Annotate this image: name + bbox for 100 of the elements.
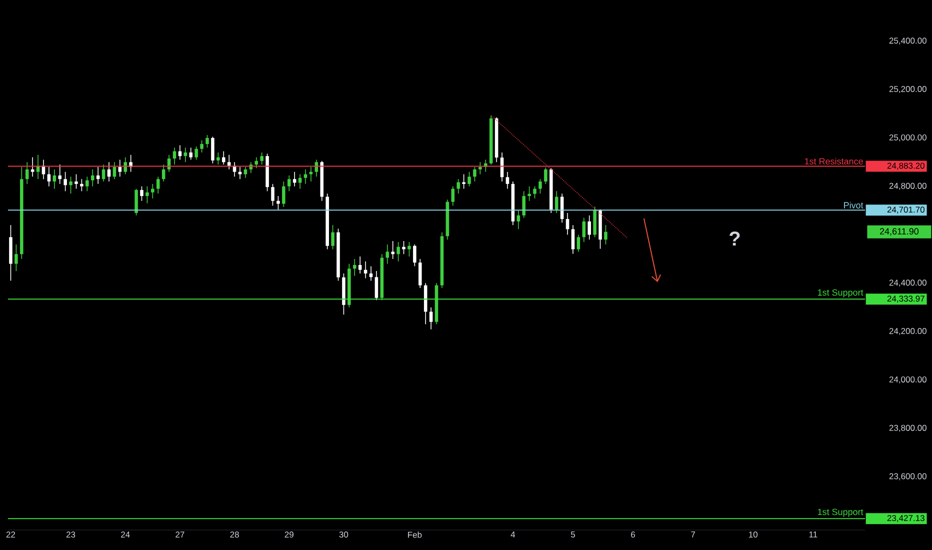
y-tick-label: 25,000.00 — [889, 134, 926, 142]
x-tick-label: 5 — [570, 532, 575, 538]
x-tick-label: 28 — [230, 532, 239, 538]
candlestick — [408, 242, 411, 257]
y-tick-label: 24,400.00 — [889, 280, 926, 287]
candlestick — [86, 176, 89, 192]
candlestick — [473, 166, 476, 182]
candlestick — [604, 224, 608, 245]
candlestick — [74, 174, 78, 190]
ref-line-label: 1st Support — [818, 289, 864, 298]
x-tick-label: 22 — [6, 532, 16, 538]
candlestick — [413, 244, 416, 267]
candlestick — [544, 167, 548, 184]
candlestick — [140, 186, 144, 202]
candlestick — [200, 140, 204, 153]
candlestick — [58, 164, 62, 184]
candlestick — [451, 186, 455, 206]
candlestick — [189, 147, 193, 160]
y-tick-label: 25,200.00 — [889, 86, 926, 94]
y-tick-label: 23,600.00 — [889, 473, 926, 480]
x-tick-label: 10 — [749, 532, 758, 538]
candlestick — [216, 152, 220, 165]
y-tick-label: 24,701.70 — [887, 206, 924, 214]
candlestick — [582, 217, 586, 242]
candlestick — [391, 240, 394, 260]
x-tick-label: 7 — [691, 532, 695, 538]
candlestick — [271, 184, 274, 206]
x-tick-label: 4 — [510, 532, 516, 538]
y-tick-label: 23,800.00 — [889, 424, 926, 432]
candlestick — [64, 171, 67, 192]
y-tick-label: 24,333.97 — [887, 296, 924, 303]
candlestick — [52, 169, 56, 190]
x-tick-label: 6 — [631, 532, 636, 538]
candlestick — [156, 176, 160, 194]
candlestick — [90, 169, 94, 187]
x-tick-label: 30 — [339, 532, 348, 538]
candlestick — [151, 184, 154, 199]
candlestick — [418, 258, 422, 288]
x-tick-label: Feb — [408, 532, 422, 538]
candlestick — [571, 224, 575, 254]
candlestick — [522, 190, 526, 218]
candlestick — [47, 166, 51, 187]
text: 24,611.90 — [880, 228, 919, 236]
candlestick — [566, 212, 570, 236]
candlestick — [462, 174, 466, 190]
candlestick — [331, 224, 334, 250]
y-tick-label: 24,800.00 — [889, 182, 926, 190]
x-tick-label: 27 — [176, 532, 184, 538]
candlestick — [396, 242, 400, 262]
x-tick-label: 11 — [809, 532, 818, 538]
candlestick — [222, 150, 226, 165]
candlestick — [282, 181, 286, 208]
candlestick — [254, 156, 258, 169]
x-tick-label: 24 — [121, 532, 130, 538]
candlestick — [102, 164, 106, 182]
candlestick — [194, 146, 198, 160]
candlestick — [429, 306, 433, 330]
candlestick — [456, 178, 460, 194]
ref-line-label: 1st Resistance — [804, 158, 863, 165]
y-tick-label: 24,000.00 — [889, 376, 926, 384]
candlestick — [162, 164, 166, 182]
candlestick — [386, 244, 390, 264]
candlestick — [276, 196, 280, 210]
candlestick — [25, 162, 29, 184]
candlestick — [516, 210, 520, 230]
candlestick — [402, 240, 406, 255]
candlestick — [478, 162, 482, 175]
candlestick — [118, 159, 122, 178]
y-tick-label: 23,427.13 — [887, 515, 924, 522]
x-tick-label: 23 — [66, 532, 76, 538]
x-tick-label: 29 — [284, 532, 294, 538]
candlestick — [358, 256, 362, 274]
annotation: ? — [730, 232, 740, 246]
candlestick — [533, 186, 536, 199]
candlestick — [146, 186, 149, 204]
y-tick-label: 25,400.00 — [889, 38, 926, 45]
ref-line-label: Pivot — [844, 202, 864, 208]
candlestick — [206, 134, 209, 148]
candlestick — [374, 270, 378, 300]
candlestick — [211, 136, 214, 164]
candlestick — [468, 171, 471, 187]
candlestick — [80, 178, 84, 192]
candlestick — [506, 171, 510, 190]
candlestick — [304, 169, 308, 184]
candlestick — [112, 162, 116, 180]
y-tick-label: 24,883.20 — [887, 162, 924, 170]
candlestick — [69, 176, 72, 194]
candlestick — [30, 156, 34, 178]
candlestick — [538, 178, 542, 194]
candlestick — [588, 214, 591, 240]
candlestick — [528, 186, 531, 202]
candlestick — [14, 244, 18, 272]
ref-line-label: 1st Support — [818, 508, 864, 517]
y-tick-label: 24,200.00 — [889, 328, 926, 336]
candlestick — [352, 258, 356, 276]
candlestick — [124, 156, 127, 175]
candlestick — [576, 234, 580, 252]
candlestick — [287, 175, 291, 192]
candlestick — [260, 152, 264, 165]
candlestick — [134, 188, 138, 216]
